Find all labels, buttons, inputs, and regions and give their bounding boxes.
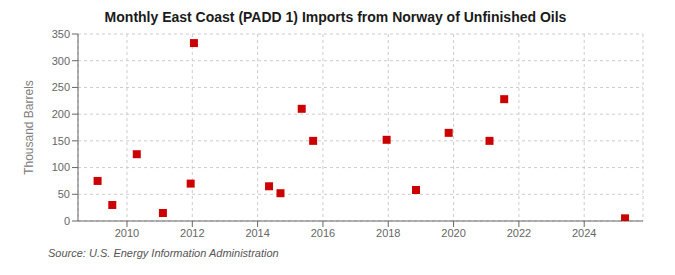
- svg-text:2010: 2010: [115, 227, 139, 239]
- html-text:Source: U.S. Energy Informatio: Source: U.S. Energy Information Administ…: [48, 247, 279, 259]
- svg-text:300: 300: [52, 55, 70, 67]
- svg-text:50: 50: [58, 188, 70, 200]
- svg-text:150: 150: [52, 135, 70, 147]
- svg-text:0: 0: [64, 215, 70, 227]
- svg-text:2024: 2024: [572, 227, 596, 239]
- svg-text:2022: 2022: [507, 227, 531, 239]
- svg-text:2012: 2012: [180, 227, 204, 239]
- svg-text:200: 200: [52, 108, 70, 120]
- svg-text:250: 250: [52, 81, 70, 93]
- html-text:Monthly East Coast (PADD 1) Im: Monthly East Coast (PADD 1) Imports from…: [104, 9, 567, 25]
- svg-text:2016: 2016: [311, 227, 335, 239]
- svg-text:2020: 2020: [441, 227, 465, 239]
- svg-text:100: 100: [52, 161, 70, 173]
- svg-text:2018: 2018: [376, 227, 400, 239]
- svg-text:350: 350: [52, 28, 70, 40]
- svg-text:Thousand Barrels: Thousand Barrels: [22, 80, 36, 175]
- svg-text:2014: 2014: [245, 227, 269, 239]
